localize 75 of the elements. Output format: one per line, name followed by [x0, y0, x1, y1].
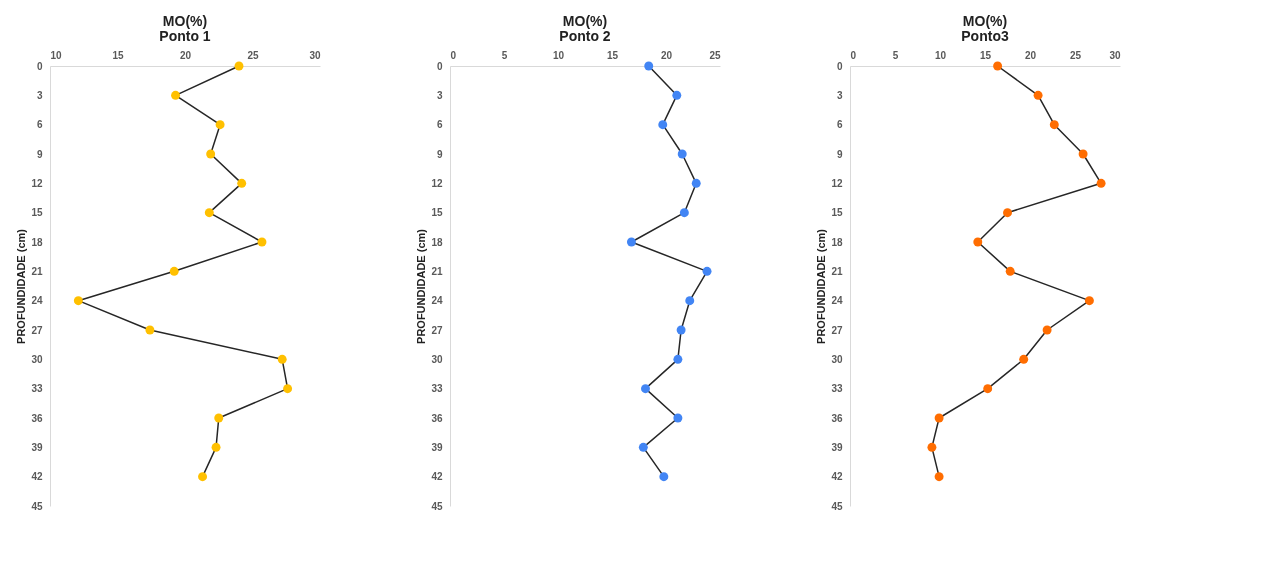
- x-tick-label: 5: [892, 49, 899, 61]
- y-tick-label: 21: [31, 265, 43, 277]
- y-tick-label: 15: [831, 207, 843, 219]
- y-tick-label: 36: [31, 412, 43, 424]
- y-tick-label: 27: [831, 324, 843, 336]
- x-tick-label: 15: [979, 49, 992, 61]
- y-tick-label: 18: [831, 236, 843, 248]
- y-tick-label: 12: [31, 177, 43, 189]
- y-tick-label: 30: [431, 353, 443, 365]
- y-tick-label: 6: [836, 119, 843, 131]
- x-tick-label: 10: [552, 49, 565, 61]
- y-axis-title: PROFUNDIDADE (cm): [815, 228, 828, 344]
- y-tick-label: 6: [36, 119, 43, 131]
- x-tick-label: 5: [501, 49, 508, 61]
- y-tick-label: 39: [431, 441, 443, 453]
- y-tick-label: 3: [436, 89, 443, 101]
- y-tick-label: 24: [31, 295, 43, 307]
- y-tick-label: 9: [836, 148, 843, 160]
- chart-subtitle: Ponto 1: [159, 28, 211, 44]
- y-tick-label: 45: [31, 500, 43, 512]
- x-tick-label: 15: [112, 49, 124, 61]
- y-axis-title: PROFUNDIDADE (cm): [415, 228, 428, 344]
- y-tick-label: 33: [431, 383, 443, 395]
- x-tick-label: 20: [660, 49, 673, 61]
- y-tick-label: 24: [831, 295, 843, 307]
- y-tick-label: 15: [31, 207, 43, 219]
- y-tick-label: 39: [31, 441, 43, 453]
- y-tick-label: 33: [831, 383, 843, 395]
- y-tick-label: 18: [431, 236, 443, 248]
- y-tick-label: 9: [436, 148, 443, 160]
- y-tick-label: 42: [831, 471, 843, 483]
- y-tick-label: 39: [831, 441, 843, 453]
- x-tick-label: 10: [50, 49, 63, 61]
- x-tick-label: 30: [309, 49, 321, 61]
- y-tick-label: 30: [831, 353, 843, 365]
- y-tick-label: 45: [431, 500, 443, 512]
- y-tick-label: 42: [431, 471, 443, 483]
- y-tick-label: 45: [831, 500, 843, 512]
- y-tick-label: 0: [436, 60, 443, 72]
- y-tick-label: 27: [431, 324, 443, 336]
- x-tick-label: 25: [709, 49, 721, 61]
- y-tick-label: 3: [836, 89, 843, 101]
- x-tick-label: 20: [1024, 49, 1037, 61]
- y-tick-label: 36: [831, 412, 843, 424]
- chart-subtitle: Ponto 2: [559, 28, 611, 44]
- chart-subtitle: Ponto3: [961, 28, 1009, 44]
- y-tick-label: 30: [31, 353, 43, 365]
- y-tick-label: 6: [436, 119, 443, 131]
- y-tick-label: 18: [31, 236, 43, 248]
- y-tick-label: 9: [36, 148, 43, 160]
- y-tick-label: 33: [31, 383, 43, 395]
- x-tick-label: 25: [1069, 49, 1082, 61]
- chart-title: MO(%): [162, 13, 208, 29]
- y-tick-label: 24: [431, 295, 443, 307]
- x-tick-label: 25: [247, 49, 259, 61]
- y-tick-label: 3: [36, 89, 43, 101]
- x-tick-label: 0: [450, 49, 457, 61]
- y-tick-label: 12: [831, 177, 843, 189]
- y-tick-label: 12: [431, 177, 443, 189]
- chart-title: MO(%): [562, 13, 608, 29]
- y-tick-label: 21: [831, 265, 843, 277]
- y-tick-label: 15: [431, 207, 443, 219]
- y-axis-title: PROFUNDIDADE (cm): [15, 228, 28, 344]
- y-tick-label: 0: [36, 60, 43, 72]
- y-tick-label: 42: [31, 471, 43, 483]
- y-tick-label: 27: [31, 324, 43, 336]
- x-tick-label: 30: [1109, 49, 1121, 61]
- x-tick-label: 0: [850, 49, 857, 61]
- y-tick-label: 21: [431, 265, 443, 277]
- y-tick-label: 36: [431, 412, 443, 424]
- x-tick-label: 20: [179, 49, 192, 61]
- chart-title: MO(%): [962, 13, 1008, 29]
- x-tick-label: 15: [606, 49, 619, 61]
- x-tick-label: 10: [934, 49, 947, 61]
- y-tick-label: 0: [836, 60, 843, 72]
